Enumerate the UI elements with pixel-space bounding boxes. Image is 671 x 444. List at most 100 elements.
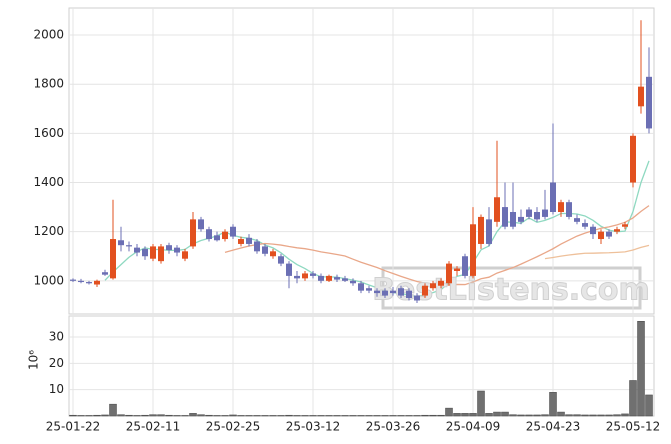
volume-bar xyxy=(557,411,565,417)
volume-bar xyxy=(541,414,549,417)
volume-bar xyxy=(357,415,365,417)
candle-body xyxy=(174,247,180,253)
volume-bar xyxy=(317,415,325,417)
candle-body xyxy=(350,280,356,284)
candle-body xyxy=(110,239,116,279)
volume-bar xyxy=(533,414,541,417)
candle-body xyxy=(486,219,492,244)
candle-body xyxy=(622,224,628,227)
volume-bar xyxy=(605,414,613,417)
candle-body xyxy=(454,268,460,271)
candle-body xyxy=(102,272,108,275)
volume-bar xyxy=(77,415,85,417)
candle-body xyxy=(574,218,580,222)
candle-body xyxy=(398,288,404,296)
volume-bar xyxy=(197,414,205,417)
volume-bar xyxy=(589,414,597,417)
candle-body xyxy=(430,283,436,289)
candle-body xyxy=(278,256,284,264)
volume-bar xyxy=(101,414,109,417)
candle-body xyxy=(238,239,244,244)
volume-bar xyxy=(125,414,133,417)
x-tick-label: 25-04-09 xyxy=(446,420,500,434)
volume-bar xyxy=(205,414,213,417)
volume-bar xyxy=(229,414,237,417)
volume-bar xyxy=(341,415,349,417)
volume-bar xyxy=(325,415,333,417)
candle-body xyxy=(558,202,564,212)
candle-body xyxy=(470,224,476,276)
candle-body xyxy=(190,219,196,247)
y2-tick-label: 10 xyxy=(49,382,64,396)
volume-bar xyxy=(597,414,605,417)
volume-bar xyxy=(549,392,557,417)
candle-body xyxy=(542,209,548,217)
candle-body xyxy=(86,282,92,284)
volume-bar xyxy=(69,414,77,417)
candle-body xyxy=(526,209,532,217)
candle-body xyxy=(414,295,420,301)
volume-bar xyxy=(189,413,197,417)
volume-bar xyxy=(85,415,93,417)
volume-bar xyxy=(493,411,501,417)
volume-bar xyxy=(437,414,445,417)
volume-bar xyxy=(141,414,149,417)
candle-body xyxy=(646,76,652,129)
candle-body xyxy=(302,273,308,279)
volume-bar xyxy=(389,415,397,417)
candle-body xyxy=(446,263,452,284)
candle-body xyxy=(590,226,596,235)
candle-body xyxy=(118,240,124,246)
candle-body xyxy=(326,275,332,281)
candle-body xyxy=(374,290,380,294)
volume-bar xyxy=(501,411,509,417)
candle-body xyxy=(406,290,412,299)
volume-bar xyxy=(157,414,165,417)
volume-bar xyxy=(261,415,269,417)
volume-bar xyxy=(397,415,405,417)
volume-bar xyxy=(485,413,493,417)
volume-bar xyxy=(117,414,125,417)
volume-bar xyxy=(421,414,429,417)
volume-bar xyxy=(629,380,637,417)
volume-bar xyxy=(381,415,389,417)
volume-bar xyxy=(93,414,101,417)
candle-body xyxy=(366,288,372,291)
volume-bar xyxy=(253,415,261,417)
candle-body xyxy=(246,237,252,244)
volume-bar xyxy=(349,415,357,417)
x-tick-label: 25-02-11 xyxy=(126,420,180,434)
candle-body xyxy=(566,202,572,217)
y-tick-label: 1200 xyxy=(33,224,64,238)
candle-body xyxy=(342,278,348,281)
moving-average xyxy=(544,244,650,260)
volume-bar xyxy=(165,414,173,417)
candle-body xyxy=(270,251,276,257)
volume-bar xyxy=(221,415,229,417)
candle-body xyxy=(286,263,292,276)
volume-bar xyxy=(301,415,309,417)
candle-body xyxy=(382,290,388,296)
volume-bar xyxy=(133,415,141,417)
volume-bar xyxy=(181,415,189,417)
candle-body xyxy=(638,86,644,107)
volume-bar xyxy=(333,415,341,417)
volume-panel xyxy=(68,315,655,417)
volume-bar xyxy=(581,414,589,417)
volume-bar xyxy=(413,415,421,417)
volume-bar xyxy=(405,415,413,417)
y-tick-label: 1600 xyxy=(33,126,64,140)
volume-bar xyxy=(525,414,533,417)
volume-bar xyxy=(285,414,293,417)
candle-body xyxy=(158,246,164,262)
candle-body xyxy=(534,212,540,220)
volume-bar xyxy=(293,415,301,417)
volume-bar xyxy=(517,414,525,417)
candle-body xyxy=(206,229,212,240)
volume-bar xyxy=(237,415,245,417)
x-tick-label: 25-03-12 xyxy=(286,420,340,434)
y-tick-label: 1400 xyxy=(33,175,64,189)
candle-body xyxy=(518,216,524,222)
candle-body xyxy=(94,280,100,285)
